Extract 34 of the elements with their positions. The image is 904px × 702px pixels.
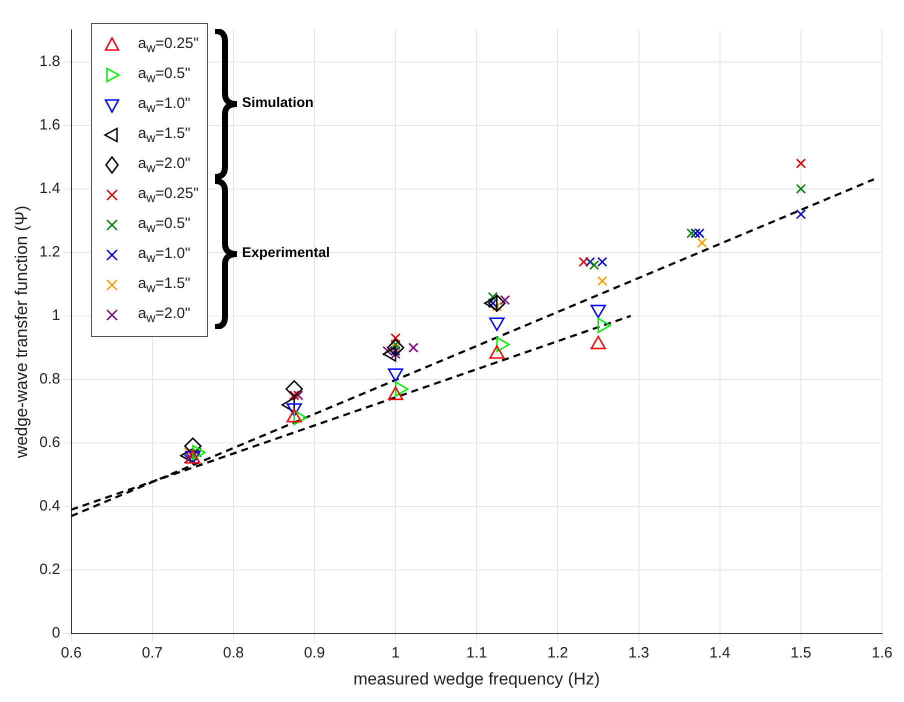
legend-label: a$_{w}$=1.5" (138, 275, 190, 295)
y-tick-label: 1.2 (39, 244, 60, 261)
legend-label: a$_{w}$=2.0" (138, 155, 190, 175)
x-tick-label: 0.9 (304, 644, 325, 662)
legend-label: a$_{w}$=1.5" (138, 125, 190, 145)
legend-label: a$_{w}$=0.25" (138, 185, 199, 205)
y-tick-label: 0.4 (39, 498, 60, 515)
y-tick-label: 0.2 (39, 561, 60, 578)
x-tick-label: 0.8 (222, 644, 244, 662)
x-tick-label: 1.1 (466, 644, 488, 662)
y-tick-label: 1 (52, 307, 60, 324)
annotation: Simulation (242, 94, 314, 110)
y-tick-label: 1.6 (39, 116, 60, 134)
legend-label: a$_{w}$=0.5" (138, 65, 190, 85)
y-tick-label: 1.4 (39, 180, 60, 197)
y-tick-label: 0 (52, 624, 60, 642)
x-axis-title: measured wedge frequency (Hz) (353, 669, 600, 688)
x-tick-label: 1.3 (628, 644, 650, 662)
x-tick-label: 1.5 (790, 644, 812, 662)
legend-label: a$_{w}$=0.25" (138, 35, 199, 55)
x-tick-label: 1.2 (547, 644, 568, 662)
y-tick-label: 0.6 (39, 434, 60, 452)
legend-label: a$_{w}$=1.0" (138, 95, 190, 115)
legend-label: a$_{w}$=0.5" (138, 215, 190, 235)
legend-label: a$_{w}$=2.0" (138, 305, 190, 325)
x-tick-label: 1.6 (872, 644, 892, 662)
x-tick-label: 1.4 (709, 644, 730, 662)
x-tick-label: 0.7 (142, 644, 163, 662)
x-tick-label: 1 (391, 644, 400, 662)
legend-label: a$_{w}$=1.0" (138, 245, 190, 265)
annotation: Experimental (242, 244, 330, 260)
y-axis-title: wedge-wave transfer function (Ψ) (12, 206, 31, 459)
y-tick-label: 1.8 (39, 52, 60, 70)
y-tick-label: 0.8 (39, 370, 60, 388)
